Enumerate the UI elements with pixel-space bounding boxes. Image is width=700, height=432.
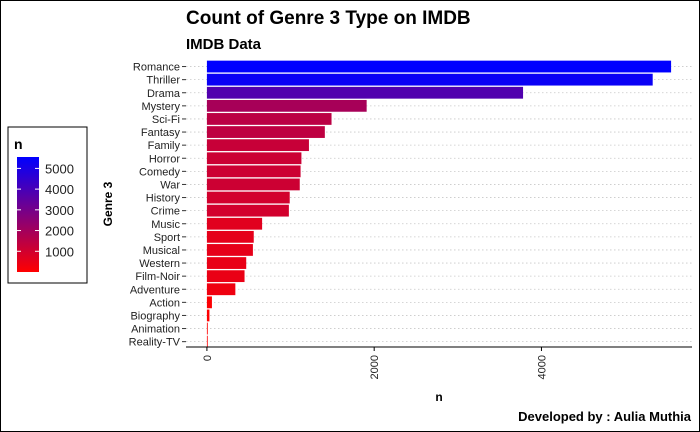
bar-animation [206,322,208,335]
legend: n 5000 4000 3000 2000 1000 [7,126,88,284]
bars [206,60,672,348]
y-tick-label: Fantasy [141,127,181,139]
y-tick-label: Horror [149,153,181,165]
y-tick-label: Comedy [139,166,180,178]
bar-thriller [206,73,653,86]
y-tick-label: Sport [154,232,180,244]
y-tick-labels: RomanceThrillerDramaMysterySci-FiFantasy… [129,62,186,349]
bar-drama [206,86,524,99]
legend-colorbar [17,157,39,272]
y-tick-label: Music [151,219,180,231]
x-tick-label: 4000 [536,355,548,379]
x-tick-label: 2000 [369,355,381,379]
y-tick-label: Musical [143,245,180,257]
bar-romance [206,60,672,73]
y-tick-label: Western [139,258,180,270]
bar-war [206,178,300,191]
chart-caption: Developed by : Aulia Muthia [518,409,692,424]
bar-sport [206,230,254,243]
x-tick-label: 0 [202,355,214,361]
legend-label: 4000 [45,182,74,197]
y-tick-label: Mystery [142,101,181,113]
bar-reality-tv [206,335,208,348]
bar-film-noir [206,270,245,283]
bar-mystery [206,99,367,112]
legend-labels: 5000 4000 3000 2000 1000 [17,161,74,259]
y-tick-label: Reality-TV [129,337,181,349]
y-axis-title: Genre 3 [101,181,115,226]
x-ticks: 0 2000 4000 [202,347,548,379]
bar-horror [206,152,302,165]
bar-family [206,139,309,152]
y-tick-label: Film-Noir [135,271,180,283]
y-tick-label: Romance [133,62,180,74]
y-tick-label: Drama [147,88,181,100]
bar-musical [206,244,253,256]
y-tick-label: War [160,179,180,191]
y-tick-label: Thriller [146,75,180,87]
legend-label: 1000 [45,244,74,259]
legend-title: n [14,136,23,152]
bar-fantasy [206,126,325,138]
y-tick-label: Family [148,140,181,152]
y-tick-label: Action [149,297,180,309]
y-tick-label: Adventure [130,284,180,296]
y-tick-label: History [146,193,181,205]
chart-title: Count of Genre 3 Type on IMDB [186,8,471,29]
bar-crime [206,204,289,217]
bar-adventure [206,283,236,296]
legend-label: 5000 [45,161,74,176]
bar-action [206,296,212,309]
chart-subtitle: IMDB Data [186,36,262,53]
bar-western [206,257,247,269]
y-tick-label: Sci-Fi [152,114,180,126]
bar-music [206,217,263,230]
bar-history [206,191,290,204]
bar-comedy [206,165,301,178]
x-axis-title: n [435,390,442,404]
legend-label: 2000 [45,224,74,239]
legend-label: 3000 [45,203,74,218]
y-tick-label: Crime [151,206,180,218]
y-tick-label: Biography [130,310,180,322]
y-tick-label: Animation [131,324,180,336]
bar-sci-fi [206,113,332,125]
bar-biography [206,309,210,322]
